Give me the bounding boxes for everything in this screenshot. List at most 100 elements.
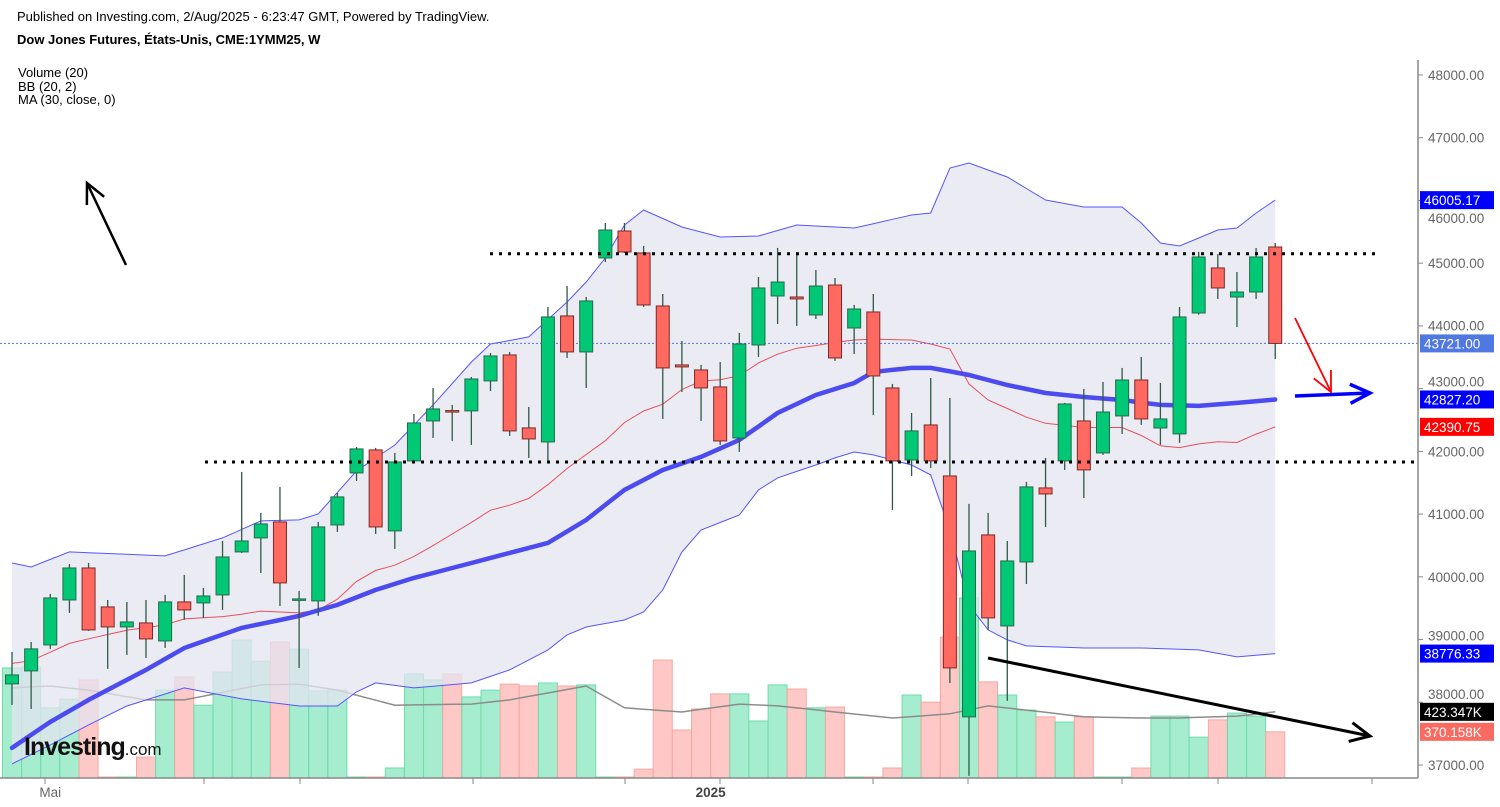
candle-body[interactable] [445, 410, 460, 413]
price-tick-label: 47000.00 [1428, 131, 1484, 146]
volume-bar [767, 684, 788, 779]
candle-body[interactable] [904, 430, 919, 461]
candle-body[interactable] [655, 305, 670, 369]
candle-body[interactable] [81, 567, 96, 631]
candle-body[interactable] [847, 308, 862, 329]
volume-trend-arrow[interactable] [987, 656, 1371, 738]
candle-body[interactable] [808, 285, 823, 316]
indicator-legend: Volume (20) BB (20, 2) MA (30, close, 0) [18, 66, 116, 107]
candle-body[interactable] [598, 229, 613, 259]
up-arrow-annotation[interactable] [85, 182, 128, 266]
candle-body[interactable] [502, 354, 517, 432]
candle-body[interactable] [770, 281, 785, 297]
candle-body[interactable] [62, 567, 77, 601]
sideways-arrow-annotation[interactable] [1294, 391, 1371, 398]
candle-body[interactable] [713, 386, 728, 442]
candle-body[interactable] [828, 284, 843, 359]
axis-value-tag-label: 38776.33 [1424, 647, 1480, 662]
price-tick-label: 39000.00 [1428, 629, 1484, 644]
candle-body[interactable] [1019, 486, 1034, 563]
volume-bar [1207, 719, 1228, 779]
candle-body[interactable] [789, 296, 804, 300]
candle-body[interactable] [368, 449, 383, 528]
candle-body[interactable] [1038, 487, 1053, 495]
candle-body[interactable] [694, 369, 709, 389]
candle-body[interactable] [311, 526, 326, 602]
legend-bollinger[interactable]: BB (20, 2) [18, 78, 77, 94]
candle-body[interactable] [1229, 291, 1244, 298]
candle-body[interactable] [1249, 256, 1264, 293]
candle-body[interactable] [885, 387, 900, 462]
volume-bar [786, 688, 807, 779]
candle-body[interactable] [253, 523, 268, 539]
candle-body[interactable] [196, 595, 211, 604]
candle-body[interactable] [43, 597, 58, 646]
volume-bar [652, 659, 673, 779]
legend-volume[interactable]: Volume (20) [18, 65, 89, 80]
volume-bar [557, 685, 578, 779]
axis-value-tag-label: 46005.17 [1424, 193, 1480, 208]
candle-body[interactable] [1095, 411, 1110, 454]
legend-ma[interactable]: MA (30, close, 0) [18, 92, 116, 107]
volume-bar [825, 706, 846, 779]
candle-body[interactable] [1115, 379, 1130, 417]
candle-body[interactable] [1191, 256, 1206, 314]
published-note: Published on Investing.com, 2/Aug/2025 -… [17, 9, 490, 24]
volume-bar [1035, 716, 1056, 779]
candle-body[interactable] [1057, 403, 1072, 462]
volume-bar [174, 676, 195, 779]
candle-body[interactable] [1000, 560, 1015, 627]
candle-body[interactable] [1268, 246, 1283, 344]
candle-body[interactable] [387, 461, 402, 532]
sideways-arrow-annotation-head [1349, 382, 1375, 405]
candle-body[interactable] [1076, 420, 1091, 471]
candle-body[interactable] [5, 674, 19, 685]
candle-body[interactable] [521, 427, 536, 440]
candle-body[interactable] [579, 300, 594, 353]
volume-bar [1073, 716, 1094, 779]
volume-bar [920, 701, 941, 779]
candle-body[interactable] [406, 422, 421, 462]
candle-body[interactable] [1172, 316, 1187, 435]
candle-body[interactable] [560, 315, 575, 353]
candle-body[interactable] [24, 648, 39, 672]
candle-body[interactable] [330, 496, 345, 526]
candle-body[interactable] [272, 521, 287, 584]
price-tick-label: 46000.00 [1428, 211, 1484, 226]
ma30-line [9, 365, 1278, 751]
volume-bar [691, 708, 712, 779]
candle-body[interactable] [1210, 267, 1225, 289]
candle-body[interactable] [464, 378, 479, 412]
up-arrow-annotation-head [85, 180, 105, 206]
logo-text: Investing [24, 733, 126, 761]
axis-value-tag [1420, 722, 1494, 741]
candle-body[interactable] [923, 424, 938, 462]
candle-body[interactable] [751, 287, 766, 346]
candle-body[interactable] [1153, 418, 1168, 429]
axis-value-tag-label: 370.158K [1424, 725, 1482, 740]
candle-body[interactable] [483, 355, 498, 382]
candle-body[interactable] [981, 534, 996, 619]
down-arrow-annotation[interactable] [1294, 317, 1332, 393]
candle-body[interactable] [158, 601, 173, 642]
candle-body[interactable] [617, 230, 632, 253]
candle-body[interactable] [962, 550, 976, 718]
candle-body[interactable] [674, 364, 689, 368]
candle-body[interactable] [215, 556, 230, 596]
candle-body[interactable] [942, 475, 957, 669]
candle-body[interactable] [1134, 379, 1149, 420]
candle-body[interactable] [234, 540, 249, 553]
candle-body[interactable] [100, 606, 115, 628]
candle-body[interactable] [292, 598, 307, 601]
candle-body[interactable] [866, 311, 881, 377]
candle-body[interactable] [177, 601, 192, 611]
candle-body[interactable] [732, 343, 747, 439]
candle-body[interactable] [540, 316, 555, 443]
volume-bar [901, 694, 922, 779]
candle-body[interactable] [636, 252, 651, 306]
candle-body[interactable] [426, 408, 441, 422]
candle-body[interactable] [119, 621, 134, 628]
volume-bar [1226, 712, 1247, 779]
candle-body[interactable] [138, 622, 153, 640]
